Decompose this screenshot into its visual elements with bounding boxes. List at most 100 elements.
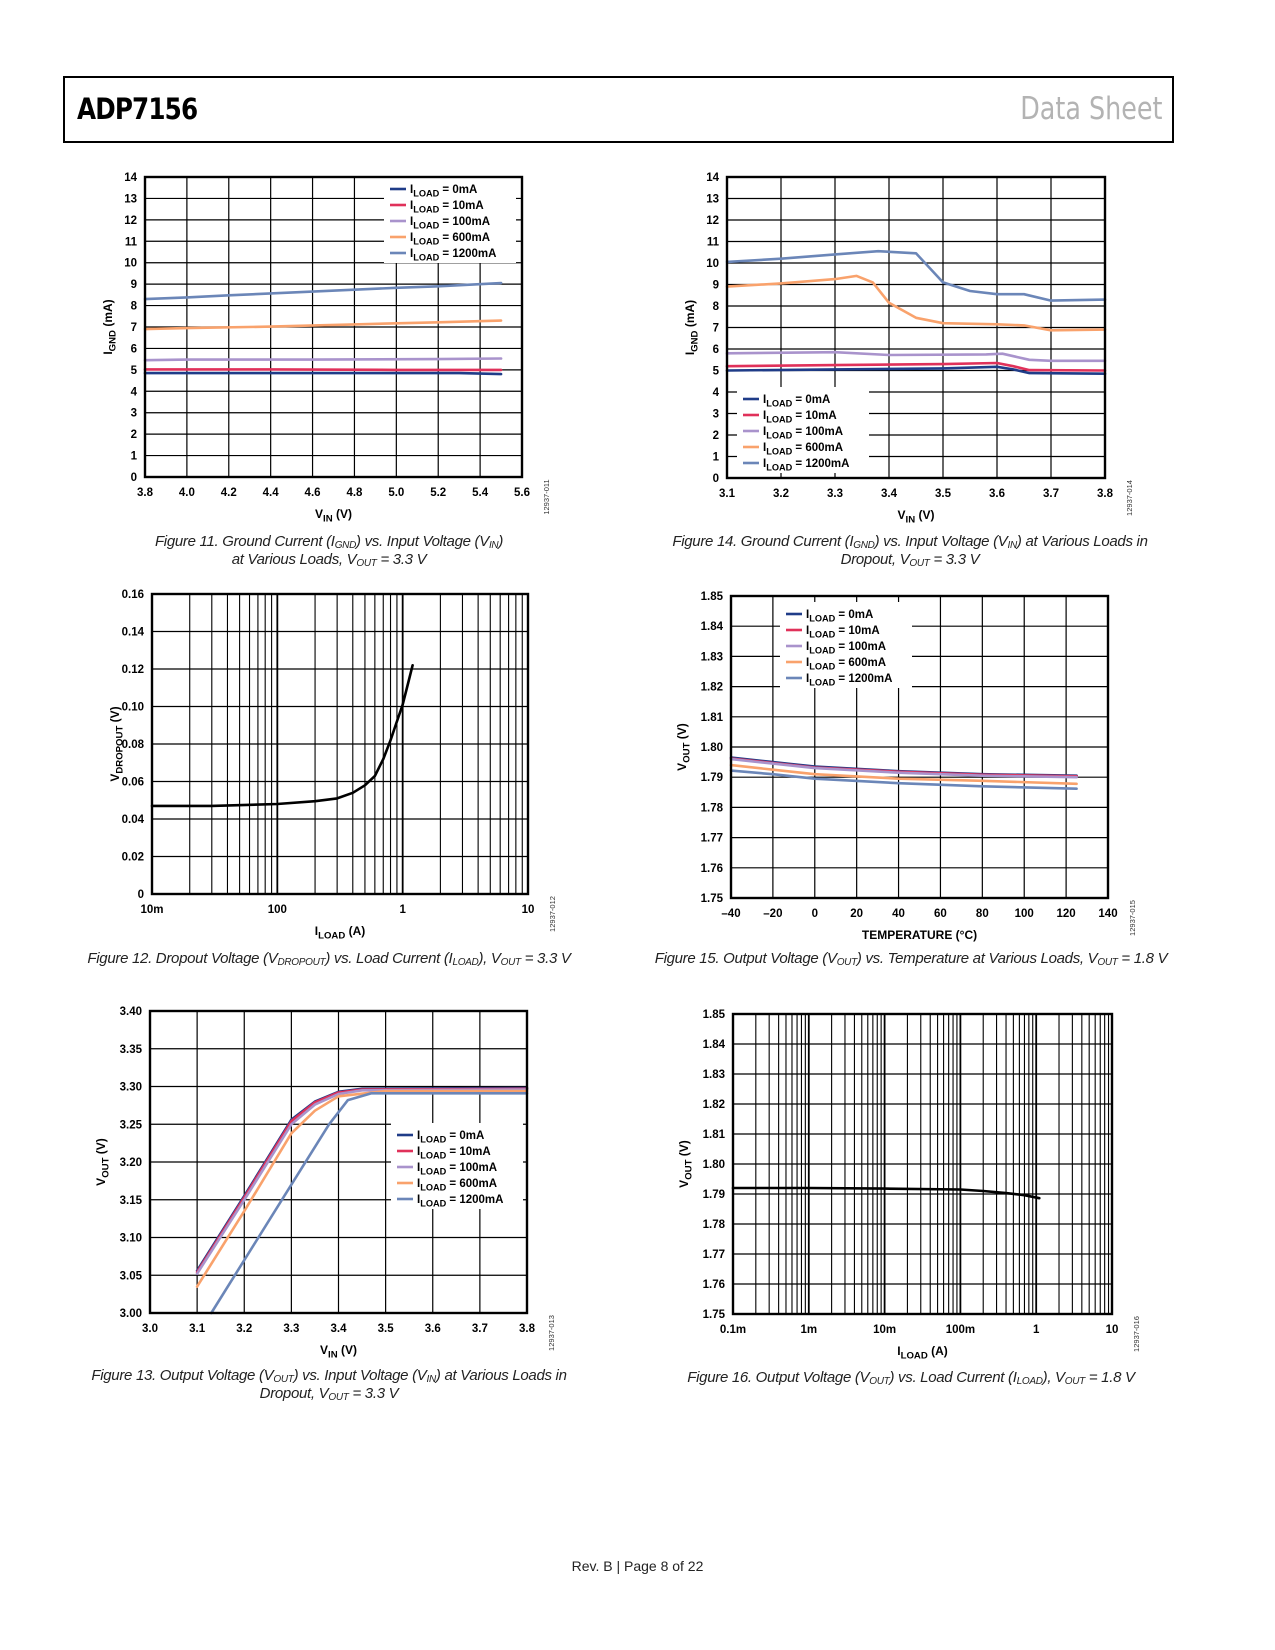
legend-label: ILOAD = 0mA <box>806 609 873 623</box>
caption-text: at Various Loads, V <box>231 551 357 568</box>
y-tick-label: 3.20 <box>120 1157 142 1169</box>
y-tick-label: 0.10 <box>122 702 144 714</box>
series-line-1 <box>725 361 1107 372</box>
caption-line: Figure 14. Ground Current (IGND) vs. Inp… <box>630 533 1190 551</box>
y-tick-label: 13 <box>124 193 137 205</box>
x-tick-label: 4.8 <box>346 487 363 499</box>
legend-label: ILOAD = 10mA <box>763 410 837 424</box>
y-tick-label: 2 <box>131 429 137 441</box>
y-tick-label: 3.10 <box>120 1233 142 1245</box>
y-tick-label: 1.75 <box>701 893 724 905</box>
y-tick-label: 12 <box>706 215 719 227</box>
legend-label: ILOAD = 1200mA <box>417 1194 503 1208</box>
figure-caption: Figure 11. Ground Current (IGND) vs. Inp… <box>49 533 609 569</box>
legend-label: ILOAD = 1200mA <box>410 248 496 262</box>
plot-border <box>143 175 524 479</box>
legend-label: ILOAD = 0mA <box>410 184 477 198</box>
y-tick-label: 13 <box>706 194 719 206</box>
y-tick-label: 1.82 <box>703 1099 725 1111</box>
caption-line: Figure 13. Output Voltage (VOUT) vs. Inp… <box>49 1367 609 1385</box>
chart-fig12: 10m 100 1 1000.020.040.060.080.100.120.140.… <box>108 589 557 942</box>
x-tick-label: 120 <box>1057 908 1076 920</box>
figure-id: 12937-012 <box>548 896 557 932</box>
caption-line: Figure 12. Dropout Voltage (VDROPOUT) vs… <box>49 950 609 968</box>
x-tick-label: 3.7 <box>1043 488 1059 500</box>
caption-text: Figure 14. Ground Current (I <box>672 533 854 550</box>
legend-label: ILOAD = 10mA <box>806 625 880 639</box>
caption-subscript: DROPOUT <box>277 957 326 968</box>
series-line-2 <box>725 350 1107 363</box>
series-line-4 <box>210 1092 529 1315</box>
y-tick-label: 1.85 <box>701 591 724 603</box>
grid <box>151 593 528 895</box>
series-line-0 <box>150 663 414 808</box>
caption-subscript: GND <box>853 540 875 551</box>
legend-label: ILOAD = 10mA <box>410 200 484 214</box>
legend-label: ILOAD = 100mA <box>410 216 490 230</box>
chart-fig14: ILOAD = 0mA ILOAD = 10mA ILOAD = 100mA ILOA… <box>683 172 1134 526</box>
caption-text: Dropout, V <box>259 1385 329 1402</box>
x-tick-label: 10m <box>873 1324 896 1336</box>
y-axis-label: VOUT (V) <box>675 723 693 771</box>
x-tick-label: 3.3 <box>827 488 843 500</box>
caption-text: Figure 16. Output Voltage (V <box>687 1369 870 1386</box>
x-tick-label: 5.0 <box>388 487 404 499</box>
y-tick-label: 9 <box>131 279 137 291</box>
x-tick-label: 3.8 <box>519 1323 536 1335</box>
x-tick-label: 80 <box>976 908 989 920</box>
y-tick-label: 0.14 <box>122 627 145 639</box>
y-tick-label: 14 <box>706 172 719 184</box>
page-footer: Rev. B | Page 8 of 22 <box>571 1558 704 1574</box>
x-tick-label: 3.6 <box>989 488 1005 500</box>
caption-text: = 3.3 V <box>520 950 571 967</box>
caption-line: at Various Loads, VOUT = 3.3 V <box>49 551 609 569</box>
caption-line: Figure 11. Ground Current (IGND) vs. Inp… <box>49 533 609 551</box>
y-tick-label: 1.80 <box>701 742 723 754</box>
x-axis-label: ILOAD (A) <box>315 924 366 942</box>
caption-line: Dropout, VOUT = 3.3 V <box>630 551 1190 569</box>
y-tick-label: 0 <box>713 473 719 485</box>
series-line-3 <box>725 274 1107 332</box>
x-tick-label: 4.2 <box>221 487 237 499</box>
x-tick-label: 5.4 <box>472 487 489 499</box>
legend: ILOAD = 0mA ILOAD = 10mA ILOAD = 100mA ILOA… <box>384 177 516 263</box>
figure-id: 12937-016 <box>1132 1316 1141 1352</box>
y-tick-label: 1.82 <box>701 682 723 694</box>
page-header: ADP7156 Data Sheet <box>63 76 1174 143</box>
series-line-3 <box>729 763 1078 786</box>
x-tick-label: 3.3 <box>283 1323 299 1335</box>
y-tick-label: 8 <box>131 301 138 313</box>
caption-subscript: OUT <box>909 558 930 569</box>
y-tick-label: 3.35 <box>120 1044 143 1056</box>
y-tick-label: 10 <box>706 258 719 270</box>
figure-id: 12937-015 <box>1128 900 1137 936</box>
x-tick-label: 3.2 <box>236 1323 252 1335</box>
y-tick-label: 0.08 <box>122 739 145 751</box>
y-tick-label: 7 <box>131 322 137 334</box>
y-tick-label: 0.02 <box>122 852 144 864</box>
y-axis-label: VDROPOUT (V) <box>108 706 126 781</box>
legend-label: ILOAD = 0mA <box>763 394 830 408</box>
x-tick-label: –40 <box>721 908 740 920</box>
x-axis-label: VIN (V) <box>320 1343 357 1361</box>
y-tick-label: 9 <box>713 280 719 292</box>
x-tick-label: 3.5 <box>935 488 952 500</box>
x-tick-label: 3.6 <box>425 1323 441 1335</box>
x-axis-label: ILOAD (A) <box>897 1344 948 1362</box>
caption-subscript: OUT <box>328 1392 349 1403</box>
x-tick-label: 3.8 <box>137 487 154 499</box>
y-axis-label: VOUT (V) <box>94 1138 112 1186</box>
caption-text: Figure 11. Ground Current (I <box>154 533 335 550</box>
x-tick-label: 20 <box>850 908 863 920</box>
x-axis-label: TEMPERATURE (°C) <box>862 928 977 942</box>
caption-text: = 3.3 V <box>348 1385 399 1402</box>
figure-caption: Figure 15. Output Voltage (VOUT) vs. Tem… <box>631 950 1191 968</box>
x-tick-label: 10m <box>140 904 163 916</box>
y-tick-label: 1.79 <box>703 1189 725 1201</box>
y-tick-label: 0.06 <box>122 777 144 789</box>
y-tick-label: 1 <box>131 451 138 463</box>
figure-caption: Figure 13. Output Voltage (VOUT) vs. Inp… <box>49 1367 609 1403</box>
y-axis-label: VOUT (V) <box>677 1140 695 1188</box>
y-axis-label: IGND (mA) <box>683 300 701 355</box>
y-tick-label: 0 <box>138 889 144 901</box>
